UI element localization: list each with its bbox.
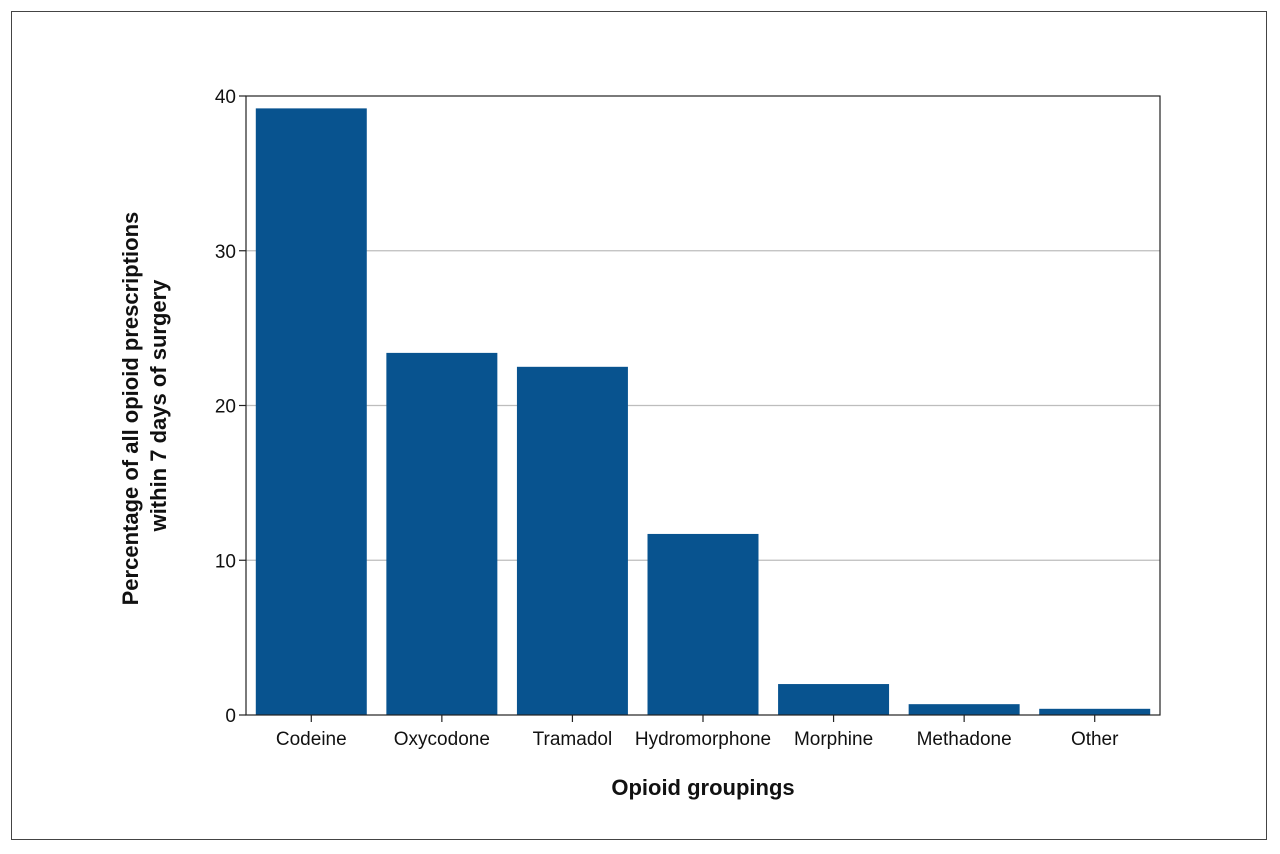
y-axis-title: Percentage of all opioid prescriptions w… bbox=[118, 206, 171, 606]
y-tick-label: 30 bbox=[215, 242, 236, 263]
bar-methadone bbox=[908, 704, 1020, 715]
y-tick-label: 40 bbox=[215, 87, 236, 108]
y-tick-label: 10 bbox=[215, 551, 236, 572]
x-tick-label-methadone: Methadone bbox=[917, 729, 1012, 750]
x-tick-label-codeine: Codeine bbox=[276, 729, 347, 750]
gridlines bbox=[246, 250, 1160, 561]
bar-other bbox=[1039, 708, 1151, 715]
y-axis-title-line-1: Percentage of all opioid prescriptions bbox=[118, 212, 143, 606]
x-tick-label-hydromorphone: Hydromorphone bbox=[635, 729, 771, 750]
x-tick-label-morphine: Morphine bbox=[794, 729, 873, 750]
x-axis-ticks: Codeine Oxycodone Tramadol Hydromorphone Mor… bbox=[276, 715, 1119, 750]
bar-codeine bbox=[255, 108, 367, 715]
x-tick-label-tramadol: Tramadol bbox=[533, 729, 613, 750]
bar-morphine bbox=[778, 684, 890, 715]
x-tick-label-oxycodone: Oxycodone bbox=[394, 729, 490, 750]
y-tick-label: 0 bbox=[225, 706, 236, 727]
y-tick-label: 20 bbox=[215, 397, 236, 418]
bar-hydromorphone bbox=[647, 533, 759, 715]
bars bbox=[255, 108, 1151, 715]
y-axis-ticks: 0 10 20 30 40 bbox=[215, 87, 246, 727]
bar-oxycodone bbox=[386, 352, 498, 715]
x-tick-label-other: Other bbox=[1071, 729, 1119, 750]
bar-tramadol bbox=[516, 366, 628, 715]
x-axis-title: Opioid groupings bbox=[611, 775, 794, 800]
y-axis-title-line-2: within 7 days of surgery bbox=[146, 279, 171, 533]
figure-frame bbox=[11, 11, 1267, 840]
